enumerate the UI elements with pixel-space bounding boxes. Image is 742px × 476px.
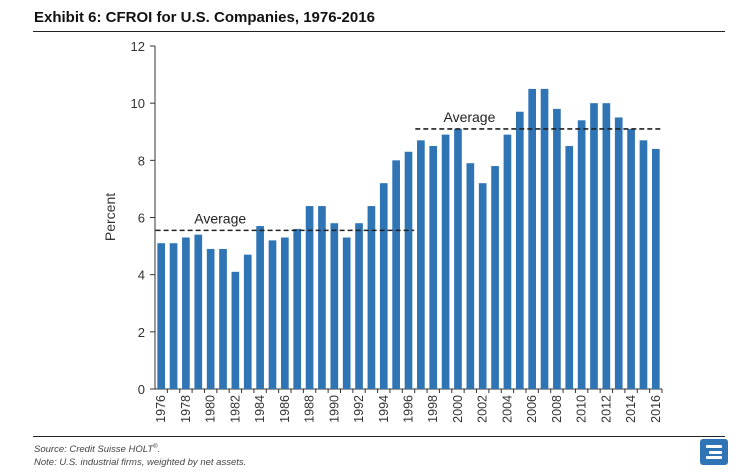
source-period: . — [157, 444, 161, 456]
x-tick-label-2000: 2000 — [451, 395, 465, 423]
x-tick-label-1978: 1978 — [179, 395, 193, 423]
x-tick-label-1980: 1980 — [204, 395, 218, 423]
average-label-1: Average — [194, 210, 246, 226]
bar-1978 — [182, 237, 190, 389]
bar-2007 — [540, 88, 549, 390]
bar-1981 — [219, 248, 227, 389]
bar-1992 — [355, 223, 363, 389]
axis-labels: 0 2 4 6 8 10 12 1976 1978 1980 1982 1984 1986 1988 199… — [131, 39, 663, 423]
chart-title: Exhibit 6: CFROI for U.S. Companies, 197… — [34, 9, 375, 26]
x-tick-label-2012: 2012 — [599, 395, 613, 423]
x-tick-label-1976: 1976 — [154, 395, 168, 423]
source-note: Source: Credit Suisse HOLT®. — [34, 441, 246, 456]
bar-1982 — [231, 271, 240, 389]
x-tick-label-1990: 1990 — [327, 395, 341, 423]
bar-1998 — [429, 146, 438, 389]
bar-1990 — [330, 223, 339, 389]
brand-logo-icon — [700, 439, 728, 465]
bar-2001 — [466, 163, 475, 389]
top-divider — [33, 31, 725, 32]
bar-1977 — [169, 243, 178, 389]
bar-2005 — [515, 111, 524, 390]
source-text: Source: Credit Suisse HOLT — [34, 444, 154, 456]
average-lines: Average Average — [155, 109, 662, 232]
bar-1983 — [243, 254, 252, 389]
bar-2000 — [454, 128, 462, 389]
x-tick-label-2006: 2006 — [525, 395, 539, 423]
bar-2004 — [503, 134, 512, 389]
bar-1999 — [441, 134, 450, 389]
bar-2010 — [577, 120, 586, 389]
x-tick-label-2004: 2004 — [500, 395, 514, 423]
y-tick-label: 8 — [138, 153, 145, 168]
bar-1997 — [417, 140, 425, 389]
x-tick-label-2014: 2014 — [624, 395, 638, 423]
bar-1993 — [367, 206, 376, 389]
bar-1988 — [305, 206, 314, 389]
bar-2014 — [627, 128, 635, 389]
bar-1979 — [194, 234, 203, 389]
x-tick-label-1982: 1982 — [228, 395, 242, 423]
y-tick-label: 2 — [138, 325, 145, 340]
bar-1984 — [256, 226, 264, 389]
bar-chart: Average Average 0 2 4 6 8 10 12 1976 1978 1980 1982… — [102, 39, 663, 423]
bars — [157, 88, 660, 390]
y-tick-label: 10 — [131, 96, 145, 111]
y-axis-label: Percent — [102, 193, 118, 241]
bar-2006 — [528, 88, 536, 390]
bar-2015 — [639, 140, 648, 389]
x-tick-label-2008: 2008 — [550, 395, 564, 423]
x-tick-label-2016: 2016 — [649, 395, 663, 423]
bar-2003 — [491, 166, 499, 389]
bar-1995 — [392, 160, 400, 389]
bar-1980 — [206, 248, 215, 389]
bar-1994 — [379, 183, 388, 389]
bar-1987 — [293, 228, 302, 389]
average-label-2: Average — [443, 109, 495, 125]
bar-2013 — [614, 117, 623, 390]
x-tick-label-1998: 1998 — [426, 395, 440, 423]
x-tick-label-1992: 1992 — [352, 395, 366, 423]
y-tick-label: 12 — [131, 39, 145, 54]
y-tick-label: 6 — [138, 211, 145, 226]
bar-1986 — [281, 237, 289, 389]
bar-1991 — [342, 237, 351, 389]
bar-2011 — [590, 103, 598, 390]
bar-2012 — [602, 103, 611, 390]
x-tick-label-1986: 1986 — [278, 395, 292, 423]
registered-mark: ® — [153, 444, 158, 450]
footnotes: Source: Credit Suisse HOLT®. Note: U.S. … — [34, 441, 246, 469]
bar-1989 — [318, 206, 326, 389]
y-tick-label: 4 — [138, 268, 145, 283]
bar-1996 — [404, 151, 413, 389]
bar-2016 — [651, 148, 660, 389]
x-tick-label-2010: 2010 — [575, 395, 589, 423]
bar-2002 — [478, 183, 487, 389]
note-text: Note: U.S. industrial firms, weighted by… — [34, 457, 247, 469]
x-tick-label-1996: 1996 — [402, 395, 416, 423]
x-tick-label-1988: 1988 — [303, 395, 317, 423]
x-tick-label-1984: 1984 — [253, 395, 267, 423]
bar-2009 — [565, 146, 574, 389]
bar-1976 — [157, 243, 166, 389]
bar-1985 — [268, 240, 277, 389]
y-tick-label: 0 — [138, 382, 145, 397]
bar-2008 — [553, 108, 561, 389]
x-tick-label-2002: 2002 — [476, 395, 490, 423]
x-tick-label-1994: 1994 — [377, 395, 391, 423]
bottom-divider — [33, 436, 725, 437]
